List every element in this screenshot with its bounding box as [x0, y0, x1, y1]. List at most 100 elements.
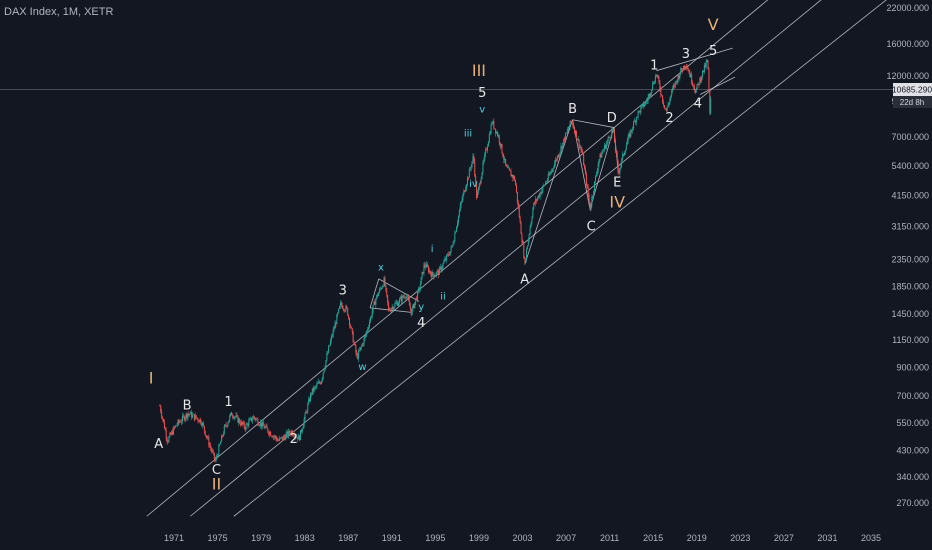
candle-body	[450, 247, 452, 252]
candle-body	[575, 130, 577, 139]
candle-body	[613, 129, 615, 132]
candle-body	[661, 94, 663, 96]
candle-body	[329, 345, 331, 347]
candle-body	[546, 179, 548, 182]
candle-body	[604, 145, 606, 149]
candle-body	[609, 137, 611, 139]
candle-body	[288, 430, 290, 436]
candle-body	[421, 272, 423, 278]
candle-body	[564, 138, 566, 141]
wave-label: 2	[290, 432, 298, 447]
candle-body	[666, 106, 668, 112]
candle-body	[249, 418, 251, 421]
candle-body	[690, 74, 692, 77]
wave-label: iv	[469, 179, 478, 190]
candle-body	[329, 340, 331, 346]
candle-body	[196, 417, 198, 419]
candle-body	[232, 416, 234, 419]
candle-body	[584, 168, 586, 174]
candle-body	[397, 302, 399, 306]
candle-body	[205, 435, 207, 437]
candle-body	[186, 413, 188, 418]
candle-body	[275, 436, 277, 439]
candle-body	[201, 423, 203, 426]
candle-body	[318, 381, 320, 384]
candle-body	[369, 317, 371, 322]
candle-body	[395, 303, 397, 304]
candle-body	[231, 415, 233, 417]
candle-body	[538, 195, 540, 197]
candle-body	[490, 124, 492, 134]
candle-body	[526, 245, 528, 250]
candle-body	[649, 93, 651, 96]
candle-body	[669, 98, 671, 104]
candle-body	[298, 435, 300, 440]
candle-body	[301, 429, 303, 432]
candle-body	[270, 435, 272, 437]
x-tick-label: 2011	[600, 533, 619, 543]
candle-body	[444, 259, 446, 262]
candle-body	[474, 160, 476, 176]
candle-body	[507, 167, 509, 169]
candle-body	[584, 165, 586, 169]
candle-body	[493, 121, 495, 129]
pattern-line	[378, 278, 420, 302]
candle-body	[635, 117, 637, 123]
candle-body	[349, 317, 351, 326]
pattern-lines	[369, 119, 619, 313]
candle-body	[657, 75, 659, 78]
candle-body	[516, 191, 518, 203]
candle-body	[594, 181, 596, 192]
countdown-box	[893, 96, 932, 108]
channel-line	[146, 0, 769, 517]
candle-body	[590, 205, 592, 211]
candle-body	[226, 425, 228, 427]
candle-body	[210, 445, 212, 449]
candle-body	[568, 126, 570, 129]
candle-body	[161, 411, 163, 418]
candle-body	[445, 259, 447, 261]
candle-body	[650, 93, 652, 96]
candle-body	[633, 121, 635, 129]
candle-body	[695, 89, 697, 93]
candle-body	[638, 110, 640, 112]
candle-body	[531, 217, 533, 223]
time-axis[interactable]: 1971 1975 1979 1983 1987 1991 1995 1999 2003 2007…	[164, 533, 881, 543]
candle-body	[189, 413, 191, 415]
candle-body	[542, 185, 544, 190]
candle-body	[376, 294, 378, 299]
candle-body	[571, 121, 573, 123]
candle-body	[287, 431, 289, 436]
candle-body	[300, 430, 302, 432]
candle-body	[589, 201, 591, 211]
candle-body	[617, 161, 619, 172]
candle-body	[708, 68, 710, 91]
candle-body	[614, 131, 616, 143]
candle-body	[601, 152, 603, 158]
candle-body	[203, 425, 205, 431]
candle-body	[207, 437, 209, 439]
candle-body	[252, 416, 254, 420]
candle-body	[354, 343, 356, 346]
candle-body	[178, 420, 180, 423]
wave-label: w	[358, 362, 366, 373]
candle-body	[597, 164, 599, 171]
candle-body	[335, 323, 337, 325]
candle-body	[325, 360, 327, 367]
candle-body	[504, 158, 506, 160]
candle-body	[624, 150, 626, 153]
candle-body	[190, 412, 192, 415]
candle-body	[269, 431, 271, 435]
candle-body	[173, 427, 175, 428]
candle-body	[596, 170, 598, 174]
candle-body	[211, 451, 213, 452]
candle-body	[175, 425, 177, 426]
candle-body	[271, 436, 273, 438]
price-axis[interactable]: 22000.00016000.00012000.0009600.0007000.…	[886, 3, 929, 508]
candle-body	[496, 132, 498, 137]
candle-body	[501, 144, 503, 154]
candle-body	[162, 418, 164, 422]
candle-body	[558, 154, 560, 158]
candle-body	[550, 172, 552, 174]
